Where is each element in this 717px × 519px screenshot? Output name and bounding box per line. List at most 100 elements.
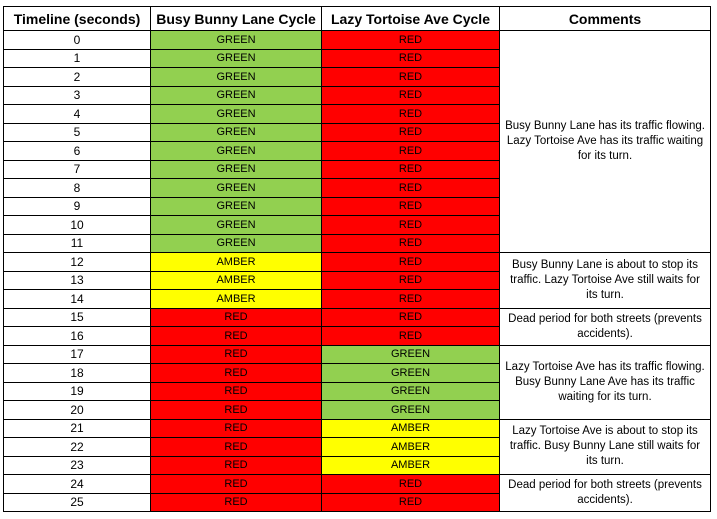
comment-cell: Lazy Tortoise Ave has its traffic flowin… bbox=[499, 344, 711, 420]
lazy-tortoise-signal-cell: RED bbox=[321, 270, 500, 290]
timeline-cell: 6 bbox=[3, 141, 151, 161]
timeline-cell: 3 bbox=[3, 85, 151, 105]
timeline-cell: 20 bbox=[3, 400, 151, 420]
timeline-cell: 8 bbox=[3, 178, 151, 198]
busy-bunny-signal-cell: RED bbox=[150, 344, 322, 364]
lazy-tortoise-signal-cell: RED bbox=[321, 307, 500, 327]
comment-cell: Lazy Tortoise Ave is about to stop its t… bbox=[499, 418, 711, 475]
timeline-cell: 1 bbox=[3, 48, 151, 68]
busy-bunny-signal-cell: RED bbox=[150, 474, 322, 494]
busy-bunny-signal-cell: RED bbox=[150, 492, 322, 512]
busy-bunny-signal-cell: RED bbox=[150, 437, 322, 457]
timeline-cell: 23 bbox=[3, 455, 151, 475]
lazy-tortoise-signal-cell: RED bbox=[321, 289, 500, 309]
lazy-tortoise-signal-cell: GREEN bbox=[321, 400, 500, 420]
busy-bunny-signal-cell: RED bbox=[150, 363, 322, 383]
table-row: 12 AMBER RED Busy Bunny Lane is about to st… bbox=[3, 252, 711, 309]
busy-bunny-signal-cell: GREEN bbox=[150, 141, 322, 161]
header-lazy-tortoise: Lazy Tortoise Ave Cycle bbox=[321, 6, 500, 31]
lazy-tortoise-signal-cell: RED bbox=[321, 122, 500, 142]
table-row: 23 RED AMBER bbox=[3, 455, 711, 475]
comment-cell: Dead period for both streets (prevents a… bbox=[499, 474, 711, 512]
table-row: 2 GREEN RED bbox=[3, 67, 711, 87]
timeline-cell: 10 bbox=[3, 215, 151, 235]
lazy-tortoise-signal-cell: RED bbox=[321, 215, 500, 235]
busy-bunny-signal-cell: RED bbox=[150, 326, 322, 346]
lazy-tortoise-signal-cell: AMBER bbox=[321, 418, 500, 438]
lazy-tortoise-signal-cell: RED bbox=[321, 196, 500, 216]
timeline-cell: 22 bbox=[3, 437, 151, 457]
timeline-cell: 11 bbox=[3, 233, 151, 253]
comment-cell: Busy Bunny Lane is about to stop its tra… bbox=[499, 252, 711, 309]
busy-bunny-signal-cell: GREEN bbox=[150, 233, 322, 253]
timeline-cell: 15 bbox=[3, 307, 151, 327]
header-busy-bunny: Busy Bunny Lane Cycle bbox=[150, 6, 322, 31]
timeline-cell: 19 bbox=[3, 381, 151, 401]
table-row: 24 RED RED Dead period for both streets (pr… bbox=[3, 474, 711, 512]
table-row: 8 GREEN RED bbox=[3, 178, 711, 198]
table-row: 7 GREEN RED bbox=[3, 159, 711, 179]
lazy-tortoise-signal-cell: GREEN bbox=[321, 344, 500, 364]
timeline-cell: 12 bbox=[3, 252, 151, 272]
busy-bunny-signal-cell: GREEN bbox=[150, 159, 322, 179]
header-timeline: Timeline (seconds) bbox=[3, 6, 151, 31]
lazy-tortoise-signal-cell: AMBER bbox=[321, 437, 500, 457]
busy-bunny-signal-cell: GREEN bbox=[150, 178, 322, 198]
timeline-cell: 14 bbox=[3, 289, 151, 309]
timeline-cell: 5 bbox=[3, 122, 151, 142]
busy-bunny-signal-cell: GREEN bbox=[150, 85, 322, 105]
timeline-cell: 24 bbox=[3, 474, 151, 494]
busy-bunny-signal-cell: RED bbox=[150, 307, 322, 327]
table-row: 17 RED GREEN Lazy Tortoise Ave has its traf… bbox=[3, 344, 711, 420]
busy-bunny-signal-cell: GREEN bbox=[150, 122, 322, 142]
table-row: 15 RED RED Dead period for both streets (pr… bbox=[3, 307, 711, 346]
table-row: 14 AMBER RED bbox=[3, 289, 711, 309]
table-row: 21 RED AMBER Lazy Tortoise Ave is about to … bbox=[3, 418, 711, 475]
busy-bunny-signal-cell: RED bbox=[150, 418, 322, 438]
table-row: 25 RED RED bbox=[3, 492, 711, 512]
timeline-cell: 7 bbox=[3, 159, 151, 179]
table-body: 0 GREEN RED Busy Bunny Lane has its traffic… bbox=[3, 30, 711, 512]
timeline-cell: 4 bbox=[3, 104, 151, 124]
timeline-cell: 17 bbox=[3, 344, 151, 364]
busy-bunny-signal-cell: GREEN bbox=[150, 215, 322, 235]
timeline-cell: 21 bbox=[3, 418, 151, 438]
lazy-tortoise-signal-cell: GREEN bbox=[321, 363, 500, 383]
timeline-cell: 25 bbox=[3, 492, 151, 512]
busy-bunny-signal-cell: GREEN bbox=[150, 30, 322, 50]
timeline-cell: 13 bbox=[3, 270, 151, 290]
header-row: Timeline (seconds) Busy Bunny Lane Cycle… bbox=[3, 6, 711, 31]
lazy-tortoise-signal-cell: RED bbox=[321, 30, 500, 50]
busy-bunny-signal-cell: GREEN bbox=[150, 104, 322, 124]
table-row: 1 GREEN RED bbox=[3, 48, 711, 68]
table-row: 9 GREEN RED bbox=[3, 196, 711, 216]
lazy-tortoise-signal-cell: RED bbox=[321, 67, 500, 87]
timeline-cell: 0 bbox=[3, 30, 151, 50]
table-row: 6 GREEN RED bbox=[3, 141, 711, 161]
traffic-cycle-table: Timeline (seconds) Busy Bunny Lane Cycle… bbox=[3, 6, 711, 512]
timeline-cell: 18 bbox=[3, 363, 151, 383]
busy-bunny-signal-cell: GREEN bbox=[150, 48, 322, 68]
busy-bunny-signal-cell: GREEN bbox=[150, 196, 322, 216]
lazy-tortoise-signal-cell: RED bbox=[321, 233, 500, 253]
table-row: 19 RED GREEN bbox=[3, 381, 711, 401]
busy-bunny-signal-cell: GREEN bbox=[150, 67, 322, 87]
lazy-tortoise-signal-cell: RED bbox=[321, 474, 500, 494]
busy-bunny-signal-cell: AMBER bbox=[150, 252, 322, 272]
timeline-cell: 2 bbox=[3, 67, 151, 87]
lazy-tortoise-signal-cell: RED bbox=[321, 85, 500, 105]
table-row: 0 GREEN RED Busy Bunny Lane has its traffic… bbox=[3, 30, 711, 253]
lazy-tortoise-signal-cell: RED bbox=[321, 252, 500, 272]
lazy-tortoise-signal-cell: RED bbox=[321, 141, 500, 161]
table-row: 5 GREEN RED bbox=[3, 122, 711, 142]
lazy-tortoise-signal-cell: RED bbox=[321, 159, 500, 179]
lazy-tortoise-signal-cell: RED bbox=[321, 104, 500, 124]
timeline-cell: 16 bbox=[3, 326, 151, 346]
lazy-tortoise-signal-cell: RED bbox=[321, 48, 500, 68]
busy-bunny-signal-cell: RED bbox=[150, 400, 322, 420]
table-row: 13 AMBER RED bbox=[3, 270, 711, 290]
table-row: 10 GREEN RED bbox=[3, 215, 711, 235]
lazy-tortoise-signal-cell: RED bbox=[321, 326, 500, 346]
comment-cell: Busy Bunny Lane has its traffic flowing.… bbox=[499, 30, 711, 253]
table-row: 18 RED GREEN bbox=[3, 363, 711, 383]
